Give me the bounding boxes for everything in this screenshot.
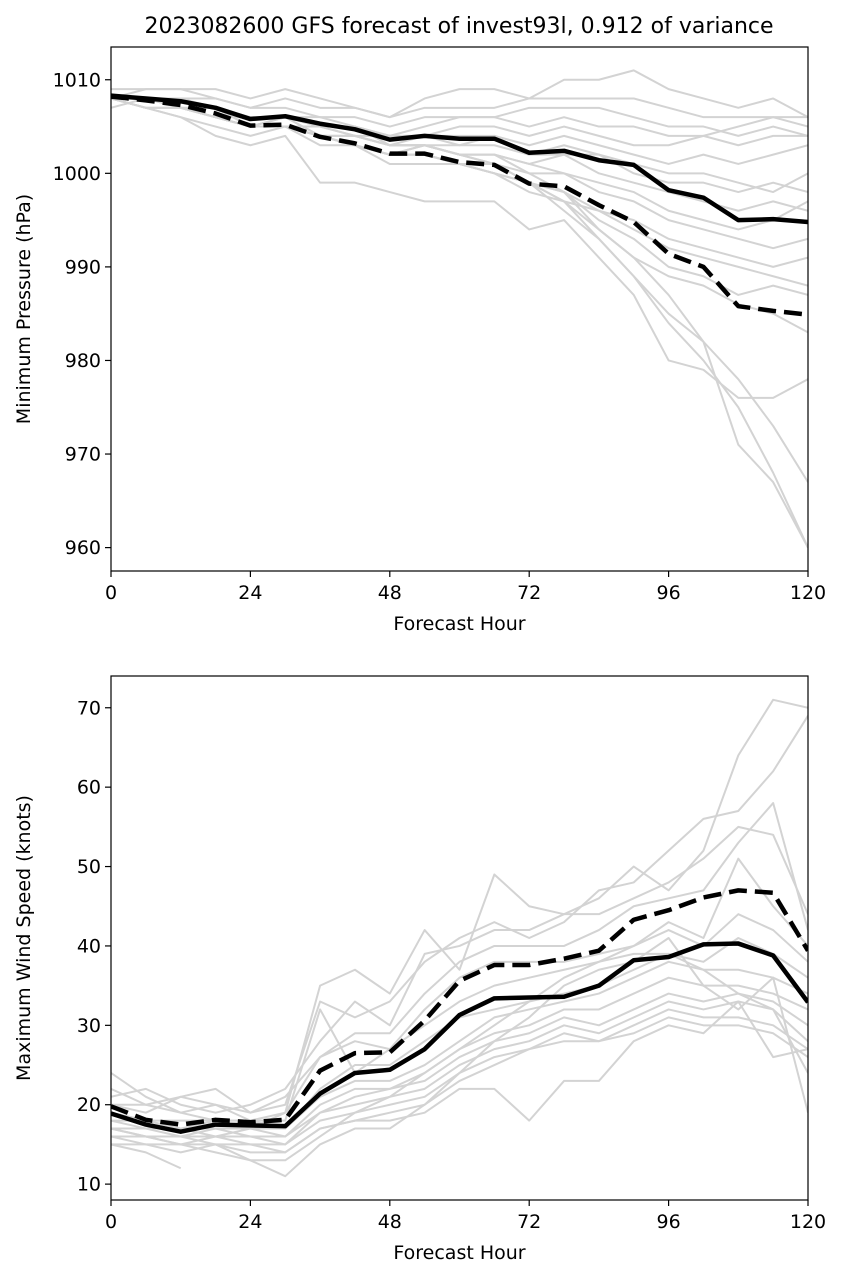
- pressure-x-tick-label: 72: [517, 582, 541, 604]
- pressure-lines: [111, 69, 808, 549]
- pressure-panel: 0 24 48 72 96 120 960 970 980 990 1000 1010 Forecast…: [13, 46, 826, 635]
- wind-member-line-2: [111, 715, 808, 1114]
- pressure-dashed-line: [111, 94, 808, 317]
- pressure-member-line-16: [111, 97, 808, 399]
- wind-dashed-line: [111, 888, 808, 1127]
- pressure-member-line-1: [111, 69, 808, 119]
- wind-y-axis-label: Maximum Wind Speed (knots): [13, 795, 35, 1081]
- pressure-member-line-17: [111, 97, 808, 549]
- pressure-member-line-15: [111, 97, 808, 334]
- pressure-solid-line: [111, 93, 808, 225]
- wind-axes-frame: [110, 675, 809, 1201]
- pressure-x-tick-label: 48: [378, 582, 402, 604]
- wind-y-tick-label: 70: [77, 697, 101, 719]
- pressure-x-tick-label: 120: [790, 582, 826, 604]
- wind-member-line-15: [111, 937, 808, 1178]
- wind-solid-line: [111, 941, 808, 1134]
- pressure-y-tick-label: 1000: [53, 163, 101, 185]
- wind-member-line-10: [111, 992, 808, 1138]
- wind-lines: [111, 698, 808, 1178]
- wind-y-tick-label: 30: [77, 1015, 101, 1037]
- pressure-y-tick-label: 990: [65, 256, 101, 278]
- wind-y-tick-label: 10: [77, 1174, 101, 1196]
- pressure-x-axis-label: Forecast Hour: [393, 613, 525, 635]
- wind-y-tick-label: 40: [77, 935, 101, 957]
- pressure-member-line-18: [111, 97, 808, 549]
- wind-member-line-4: [111, 802, 808, 1114]
- wind-member-line-16: [111, 952, 808, 1162]
- wind-member-line-13: [111, 1016, 808, 1154]
- wind-x-tick-label: 120: [790, 1211, 826, 1233]
- wind-speed-panel: 0 24 48 72 96 120 10 20 30 40 50 60 70 Forecast Hour M…: [13, 675, 826, 1264]
- wind-member-line-3: [111, 825, 808, 1114]
- wind-x-axis-label: Forecast Hour: [393, 1242, 525, 1264]
- wind-x-tick-label: 24: [238, 1211, 262, 1233]
- pressure-y-tick-label: 960: [65, 537, 101, 559]
- wind-x-tick-label: 96: [657, 1211, 681, 1233]
- pressure-y-tick-label: 1010: [53, 69, 101, 91]
- pressure-x-tick-label: 0: [105, 582, 117, 604]
- wind-member-line-11: [111, 1000, 808, 1146]
- wind-x-tick-label: 0: [105, 1211, 117, 1233]
- wind-member-line-17: [111, 1143, 182, 1170]
- wind-y-tick-label: 50: [77, 856, 101, 878]
- pressure-x-tick-label: 96: [657, 582, 681, 604]
- pressure-axes-frame: [110, 46, 809, 572]
- wind-y-tick-label: 60: [77, 777, 101, 799]
- pressure-y-tick-label: 980: [65, 350, 101, 372]
- wind-x-tick-label: 72: [517, 1211, 541, 1233]
- wind-member-line-8: [111, 960, 808, 1130]
- wind-member-line-14: [111, 1000, 808, 1154]
- wind-y-tick-label: 20: [77, 1094, 101, 1116]
- pressure-x-tick-label: 24: [238, 582, 262, 604]
- pressure-member-line-8: [111, 97, 808, 194]
- pressure-y-axis-label: Minimum Pressure (hPa): [13, 194, 35, 424]
- pressure-y-tick-label: 970: [65, 444, 101, 466]
- figure-title: 2023082600 GFS forecast of invest93l, 0.…: [144, 14, 773, 39]
- wind-x-tick-label: 48: [378, 1211, 402, 1233]
- pressure-member-line-19: [111, 97, 808, 483]
